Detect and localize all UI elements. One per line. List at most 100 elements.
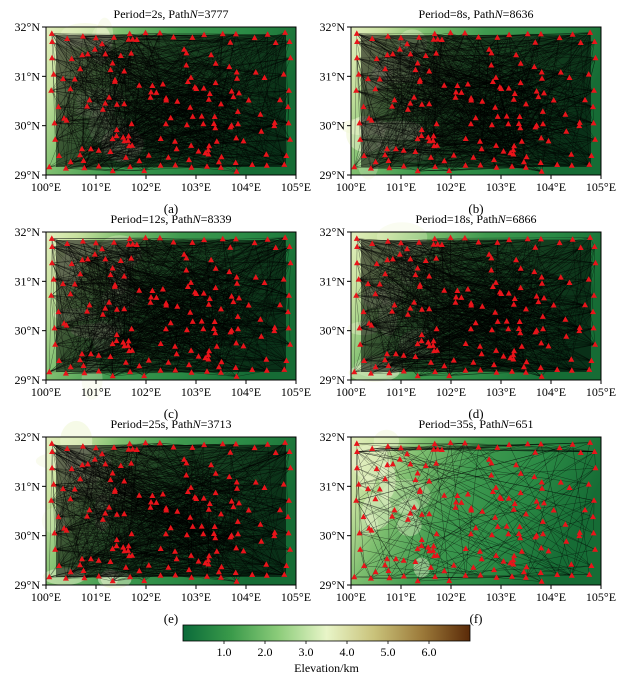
station-marker (215, 158, 222, 165)
station-marker (63, 117, 70, 123)
y-tick-label: 30°N (320, 119, 346, 133)
station-marker (461, 29, 468, 36)
station-marker (99, 245, 106, 252)
station-marker (210, 120, 217, 126)
station-marker (235, 325, 241, 332)
station-marker (55, 308, 62, 315)
station-marker (252, 274, 259, 280)
station-marker (126, 235, 133, 242)
station-marker (586, 161, 593, 167)
title-prefix: Period=12s, Path (111, 212, 193, 226)
station-marker (173, 350, 180, 357)
station-marker (174, 98, 181, 104)
station-marker (510, 151, 517, 157)
station-marker (287, 341, 294, 347)
station-marker (228, 88, 235, 94)
station-marker (494, 34, 501, 40)
station-marker (234, 313, 241, 319)
station-marker (77, 65, 84, 72)
station-marker (217, 369, 224, 375)
station-marker (235, 120, 241, 127)
x-tick-label: 103°E (181, 180, 211, 194)
station-marker (389, 50, 396, 57)
station-marker (283, 152, 290, 158)
station-marker (535, 93, 542, 100)
station-marker (416, 78, 423, 84)
ray-path (235, 237, 286, 240)
station-marker (414, 60, 421, 66)
station-marker (434, 142, 441, 148)
station-marker (107, 271, 114, 278)
station-marker (479, 98, 486, 104)
station-marker (159, 81, 166, 87)
station-marker (210, 325, 217, 331)
station-marker (271, 324, 278, 330)
station-marker (147, 94, 154, 100)
ray-path (355, 295, 360, 329)
station-marker (416, 34, 422, 40)
station-marker (122, 154, 129, 160)
title-n: N (494, 7, 504, 21)
station-marker (500, 148, 507, 154)
station-marker (129, 36, 136, 42)
station-marker (122, 359, 129, 365)
station-marker (232, 364, 239, 370)
station-marker (148, 89, 154, 95)
station-marker (285, 324, 292, 331)
station-marker (188, 369, 195, 375)
station-marker (228, 327, 235, 333)
station-marker (102, 255, 109, 262)
station-marker (233, 274, 240, 280)
station-marker (517, 124, 524, 131)
station-marker (205, 146, 212, 153)
station-marker (208, 51, 215, 58)
station-marker (183, 49, 190, 56)
station-marker (170, 239, 177, 245)
y-tick-label: 31°N (15, 274, 41, 288)
station-marker (354, 54, 360, 61)
station-marker (195, 148, 202, 154)
station-marker (257, 111, 264, 117)
station-marker (107, 353, 114, 359)
station-marker (91, 46, 98, 52)
station-marker (263, 367, 270, 373)
station-marker (183, 267, 190, 273)
station-marker (189, 113, 196, 119)
station-marker (510, 146, 517, 153)
station-marker (163, 97, 170, 103)
station-marker (129, 241, 136, 247)
station-marker (181, 251, 188, 257)
station-marker (48, 30, 55, 36)
station-marker (195, 353, 202, 359)
station-marker (233, 373, 240, 379)
station-marker (493, 164, 500, 170)
station-marker (226, 63, 233, 70)
station-marker (505, 120, 512, 127)
station-marker (145, 357, 152, 363)
station-marker (193, 290, 200, 296)
station-marker (162, 325, 169, 332)
station-marker (539, 75, 545, 81)
station-marker (205, 151, 212, 157)
map-panel-d: Period=18s, PathN=686632°N31°N30°N29°N10… (320, 212, 617, 421)
station-marker (218, 358, 225, 365)
station-marker (418, 126, 425, 133)
station-marker (488, 49, 495, 56)
station-marker (86, 301, 93, 308)
station-marker (48, 292, 55, 298)
station-marker (109, 60, 116, 66)
ray-path (527, 33, 573, 35)
station-marker (153, 294, 160, 300)
station-group (351, 29, 599, 174)
station-marker (396, 46, 403, 52)
station-marker (397, 34, 404, 41)
station-marker (126, 30, 133, 37)
station-marker (515, 120, 522, 126)
station-marker (249, 366, 256, 372)
station-marker (95, 163, 102, 169)
station-marker (488, 121, 495, 128)
station-marker (187, 309, 194, 315)
station-marker (491, 156, 497, 163)
ray-path (593, 246, 595, 296)
station-marker (353, 87, 360, 93)
